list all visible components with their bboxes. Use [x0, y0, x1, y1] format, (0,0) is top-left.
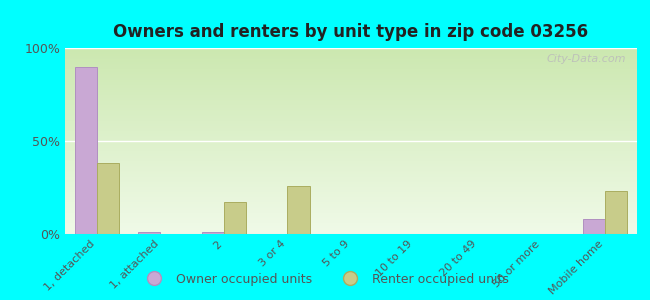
Title: Owners and renters by unit type in zip code 03256: Owners and renters by unit type in zip c…	[114, 23, 588, 41]
Bar	[202, 232, 224, 234]
Bar	[583, 219, 605, 234]
Bar	[97, 163, 119, 234]
Bar	[224, 202, 246, 234]
Bar	[75, 67, 97, 234]
Text: City-Data.com: City-Data.com	[546, 54, 625, 64]
Bar	[287, 186, 309, 234]
Bar	[605, 191, 627, 234]
Legend: Owner occupied units, Renter occupied units: Owner occupied units, Renter occupied un…	[136, 268, 514, 291]
Bar	[138, 232, 161, 234]
